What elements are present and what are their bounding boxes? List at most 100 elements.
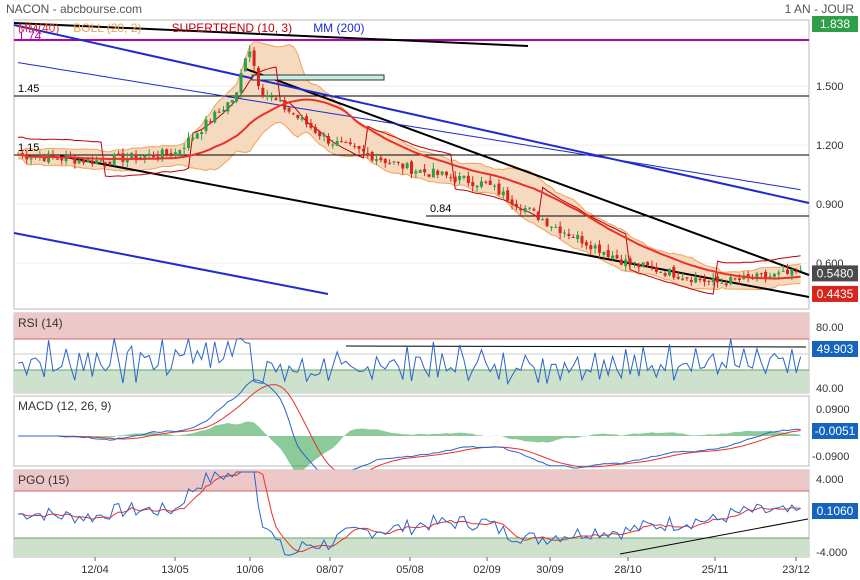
candle-body <box>418 170 422 173</box>
candle-body <box>318 131 322 137</box>
candle-body <box>501 191 505 196</box>
trend-line <box>245 68 810 276</box>
pgo-tick-bottom: -4.000 <box>816 547 847 559</box>
candle-body <box>226 102 230 112</box>
candle-body <box>16 154 20 156</box>
candle-body <box>711 278 715 282</box>
candle-body <box>545 218 549 227</box>
candle-body <box>764 271 768 278</box>
pgo-label: PGO (15) <box>18 473 69 487</box>
channel-line <box>13 232 329 295</box>
candle-body <box>786 269 790 274</box>
candle-body <box>331 144 335 146</box>
date-label: 30/09 <box>536 564 564 576</box>
candle-body <box>217 111 221 113</box>
candle-body <box>702 278 706 282</box>
candle-body <box>291 113 295 115</box>
candle-body <box>427 174 431 177</box>
candle-body <box>388 162 392 164</box>
candle-body <box>641 262 645 267</box>
macd-panel-frame <box>13 395 810 467</box>
trend-lines <box>13 22 810 298</box>
macd-value-tag <box>812 423 858 439</box>
candle-body <box>724 283 728 286</box>
candle-body <box>698 278 702 281</box>
candle-body <box>541 219 545 221</box>
macd-label: MACD (12, 26, 9) <box>18 399 111 413</box>
pgo-upper-zone <box>14 470 809 491</box>
candle-body <box>458 176 462 181</box>
candle-body <box>160 149 164 159</box>
date-label: 05/08 <box>396 564 424 576</box>
macd-histogram <box>18 421 801 473</box>
trend-line <box>13 22 529 47</box>
candle-body <box>672 267 676 278</box>
candle-body <box>746 274 750 278</box>
candle-body <box>681 278 685 281</box>
channel-line <box>13 24 810 204</box>
pgo-value-tag <box>812 503 858 519</box>
candle-body <box>528 207 532 209</box>
pgo-panel: PGO (15) 4.000 -4.000 0.1060 <box>13 469 858 559</box>
candle-body <box>777 272 781 275</box>
supertrend-line <box>17 66 801 295</box>
price-grid <box>14 85 809 264</box>
candle-body <box>606 250 610 258</box>
candle-body <box>248 51 252 58</box>
candle-body <box>156 156 160 158</box>
candle-body <box>117 153 121 155</box>
candle-body <box>178 150 182 154</box>
candle-body <box>252 50 256 66</box>
candle-body <box>200 132 204 135</box>
candle-body <box>593 245 597 249</box>
candle-body <box>182 147 186 149</box>
candle-body <box>195 133 199 139</box>
candle-body <box>401 163 405 169</box>
bollinger-upper-line <box>17 41 801 273</box>
candle-body <box>392 161 396 163</box>
candle-body <box>134 154 138 160</box>
price-tick-label: 1.200 <box>816 140 844 152</box>
candle-body <box>55 158 59 160</box>
candle-body <box>615 254 619 259</box>
pgo-lower-zone <box>14 538 809 557</box>
candle-body <box>108 161 112 164</box>
candle-body <box>794 270 798 273</box>
candle-body <box>165 149 169 155</box>
candle-body <box>567 233 571 237</box>
price-panel: 1.45 1.15 0.84 MM(40) BOLL (20, 2) SUPERTREN… <box>13 16 858 310</box>
level-label: 0.84 <box>430 203 451 215</box>
candle-body <box>86 158 90 163</box>
candle-body <box>353 145 357 147</box>
candle-body <box>637 263 641 268</box>
candle-body <box>278 100 282 102</box>
candle-body <box>584 242 588 246</box>
date-label: 25/11 <box>702 564 729 576</box>
candle-body <box>29 158 33 160</box>
candle-body <box>410 161 413 174</box>
candle-body <box>510 199 514 205</box>
candle-body <box>313 126 317 133</box>
candle-body <box>733 278 737 280</box>
candle-body <box>484 181 488 183</box>
candle-body <box>628 258 632 265</box>
resistance-zone-box <box>251 74 385 81</box>
chart-title: NACON - abcbourse.com <box>6 2 142 16</box>
candle-body <box>208 121 212 123</box>
trend-line <box>59 155 810 298</box>
candle-body <box>187 137 191 149</box>
candle-body <box>300 117 304 120</box>
candle-body <box>453 176 457 182</box>
level-label: 1.15 <box>18 142 39 154</box>
candle-body <box>138 157 142 159</box>
candle-body <box>716 276 720 283</box>
legend-item: BOLL (20, 2) <box>73 21 141 35</box>
candle-body <box>436 170 440 175</box>
rsi-value-tag <box>812 341 858 357</box>
candle-body <box>689 279 693 283</box>
price-legend: MM(40) BOLL (20, 2) SUPERTREND (10, 3) MM (… <box>18 21 365 35</box>
candle-body <box>466 175 470 184</box>
rsi-tick-80: 80.00 <box>816 322 844 334</box>
candle-body <box>344 142 348 144</box>
